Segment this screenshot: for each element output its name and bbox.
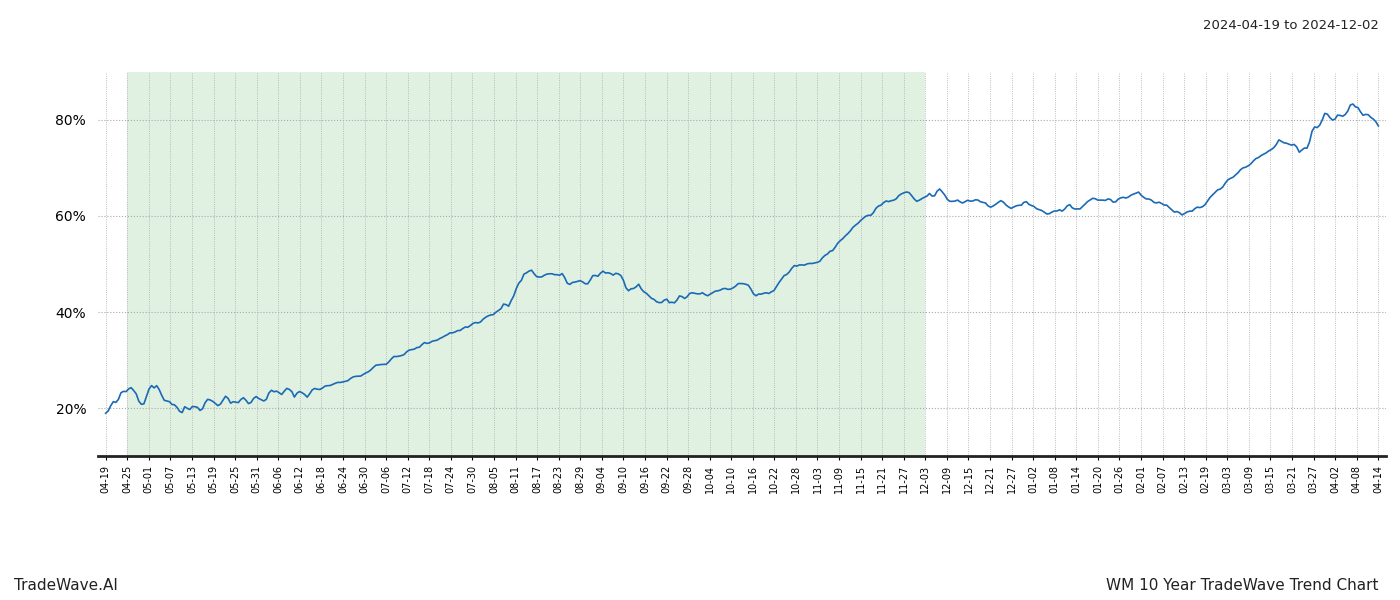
Text: WM 10 Year TradeWave Trend Chart: WM 10 Year TradeWave Trend Chart [1106,578,1379,593]
Bar [127,72,925,456]
Text: TradeWave.AI: TradeWave.AI [14,578,118,593]
Text: 2024-04-19 to 2024-12-02: 2024-04-19 to 2024-12-02 [1203,19,1379,32]
